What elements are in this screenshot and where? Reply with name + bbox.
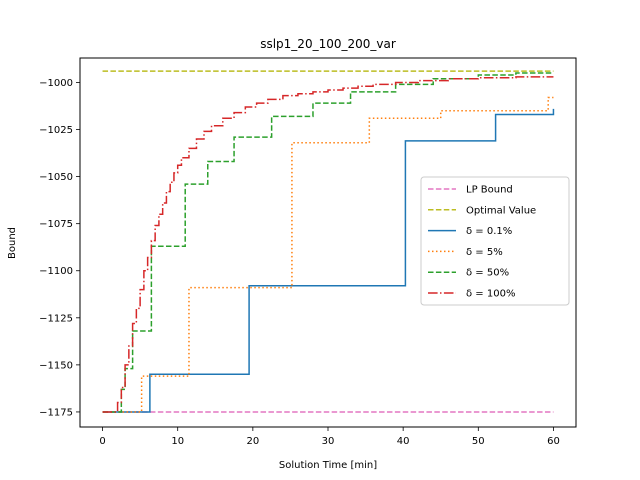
legend-label-1: Optimal Value [466, 205, 536, 216]
x-tick-label: 20 [246, 436, 259, 447]
y-tick-label: −1075 [39, 219, 73, 230]
x-tick-label: 50 [472, 436, 485, 447]
legend-label-3: δ = 5% [466, 247, 503, 258]
series-line-5 [102, 76, 554, 413]
legend-label-0: LP Bound [466, 185, 513, 196]
y-tick-label: −1000 [39, 78, 73, 89]
legend-box [420, 176, 570, 306]
plot-area [79, 57, 577, 428]
x-tick-label: 30 [322, 436, 335, 447]
legend-label-4: δ = 50% [466, 268, 509, 279]
y-tick-label: −1175 [39, 407, 73, 418]
chart-title: sslp1_20_100_200_var [260, 37, 396, 51]
series-layer [102, 70, 555, 413]
series-line-2 [102, 108, 555, 413]
y-tick-label: −1025 [39, 125, 73, 136]
y-tick-label: −1125 [39, 313, 73, 324]
series-line-3 [102, 96, 554, 413]
y-tick-label: −1100 [39, 266, 73, 277]
y-axis: −1000 −1025 −1050 −1075 −1100 −1125 −1150 −1175 [39, 78, 80, 418]
series-line-4 [102, 72, 554, 413]
x-axis-label: Solution Time [min] [279, 460, 377, 471]
x-axis: 0 10 20 30 40 50 60 [99, 427, 560, 447]
legend-label-2: δ = 0.1% [466, 226, 512, 237]
x-tick-label: 0 [99, 436, 105, 447]
y-axis-label: Bound [7, 227, 18, 259]
x-tick-label: 60 [547, 436, 560, 447]
legend-label-5: δ = 100% [466, 289, 515, 300]
legend: LP Bound Optimal Value δ = 0.1% δ = 5% δ = 5… [420, 176, 570, 306]
y-tick-label: −1150 [39, 360, 73, 371]
x-tick-label: 10 [171, 436, 184, 447]
x-tick-label: 40 [397, 436, 410, 447]
y-tick-label: −1050 [39, 172, 73, 183]
